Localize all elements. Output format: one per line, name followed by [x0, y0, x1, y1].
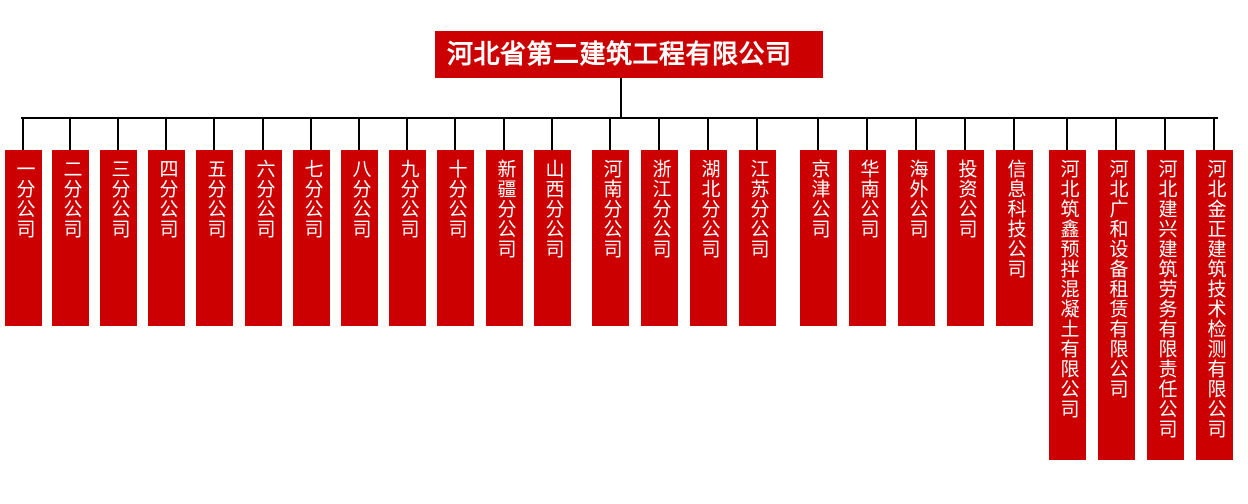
child-node[interactable]: 五分公司 — [196, 150, 233, 326]
child-node-label: 湖北分公司 — [698, 159, 721, 259]
connector-drop — [165, 118, 167, 151]
child-node[interactable]: 河北金正建筑技术检测有限公司 — [1196, 150, 1233, 460]
child-node[interactable]: 八分公司 — [341, 150, 378, 326]
connector-drop — [756, 118, 758, 151]
child-node-label: 信息科技公司 — [1004, 159, 1027, 279]
child-node-label: 七分公司 — [301, 159, 324, 239]
connector-drop — [213, 118, 215, 151]
child-node-label: 六分公司 — [253, 159, 276, 239]
child-node[interactable]: 新疆分公司 — [486, 150, 523, 326]
root-node-company[interactable]: 河北省第二建筑工程有限公司 — [435, 31, 823, 78]
child-node-label: 浙江分公司 — [649, 159, 672, 259]
connector-drop — [1213, 118, 1215, 151]
child-node[interactable]: 十分公司 — [437, 150, 474, 326]
child-node[interactable]: 三分公司 — [100, 150, 137, 326]
child-node-label: 八分公司 — [349, 159, 372, 239]
child-node-label: 二分公司 — [60, 159, 83, 239]
connector-drop — [866, 118, 868, 151]
child-node[interactable]: 京津公司 — [800, 150, 837, 326]
child-node-label: 河北广和设备租赁有限公司 — [1106, 159, 1129, 399]
child-node[interactable]: 湖北分公司 — [690, 150, 727, 326]
child-node[interactable]: 六分公司 — [245, 150, 282, 326]
child-node-label: 五分公司 — [204, 159, 227, 239]
connector-drop — [551, 118, 553, 151]
connector-drop — [1066, 118, 1068, 151]
connector-horizontal-bus — [21, 117, 1218, 119]
connector-drop — [22, 118, 24, 151]
child-node-label: 一分公司 — [13, 159, 36, 239]
child-node-label: 京津公司 — [808, 159, 831, 239]
connector-drop — [1164, 118, 1166, 151]
child-node[interactable]: 信息科技公司 — [996, 150, 1033, 326]
child-node-label: 三分公司 — [108, 159, 131, 239]
child-node-label: 华南公司 — [857, 159, 880, 239]
connector-drop — [503, 118, 505, 151]
child-node-label: 江苏分公司 — [747, 159, 770, 259]
connector-drop — [262, 118, 264, 151]
child-node[interactable]: 华南公司 — [849, 150, 886, 326]
child-node[interactable]: 海外公司 — [898, 150, 935, 326]
child-node[interactable]: 江苏分公司 — [739, 150, 776, 326]
child-node[interactable]: 浙江分公司 — [641, 150, 678, 326]
child-node[interactable]: 河北广和设备租赁有限公司 — [1098, 150, 1135, 460]
child-node[interactable]: 河北筑鑫预拌混凝土有限公司 — [1049, 150, 1086, 460]
child-node[interactable]: 河南分公司 — [592, 150, 629, 326]
child-node-label: 新疆分公司 — [494, 159, 517, 259]
connector-drop — [707, 118, 709, 151]
connector-drop — [69, 118, 71, 151]
connector-drop — [1115, 118, 1117, 151]
connector-drop — [454, 118, 456, 151]
connector-drop — [964, 118, 966, 151]
child-node-label: 四分公司 — [156, 159, 179, 239]
connector-drop — [310, 118, 312, 151]
child-node[interactable]: 河北建兴建筑劳务有限责任公司 — [1147, 150, 1184, 460]
child-node[interactable]: 四分公司 — [148, 150, 185, 326]
child-node[interactable]: 二分公司 — [52, 150, 89, 326]
connector-drop — [609, 118, 611, 151]
connector-root-stem — [620, 78, 622, 118]
child-node[interactable]: 九分公司 — [389, 150, 426, 326]
child-node[interactable]: 投资公司 — [947, 150, 984, 326]
connector-drop — [915, 118, 917, 151]
connector-drop — [117, 118, 119, 151]
child-node-label: 河北金正建筑技术检测有限公司 — [1204, 159, 1227, 439]
connector-drop — [658, 118, 660, 151]
child-node-label: 投资公司 — [955, 159, 978, 239]
connector-drop — [406, 118, 408, 151]
child-node-label: 河北建兴建筑劳务有限责任公司 — [1155, 159, 1178, 439]
child-node-label: 山西分公司 — [542, 159, 565, 259]
root-node-label: 河北省第二建筑工程有限公司 — [447, 39, 792, 70]
connector-drop — [817, 118, 819, 151]
connector-drop — [358, 118, 360, 151]
child-node[interactable]: 一分公司 — [5, 150, 42, 326]
child-node-label: 十分公司 — [445, 159, 468, 239]
child-node[interactable]: 山西分公司 — [534, 150, 571, 326]
child-node-label: 河南分公司 — [600, 159, 623, 259]
child-node-label: 九分公司 — [397, 159, 420, 239]
child-node-label: 海外公司 — [906, 159, 929, 239]
child-node-label: 河北筑鑫预拌混凝土有限公司 — [1057, 159, 1080, 419]
connector-drop — [1013, 118, 1015, 151]
child-node[interactable]: 七分公司 — [293, 150, 330, 326]
